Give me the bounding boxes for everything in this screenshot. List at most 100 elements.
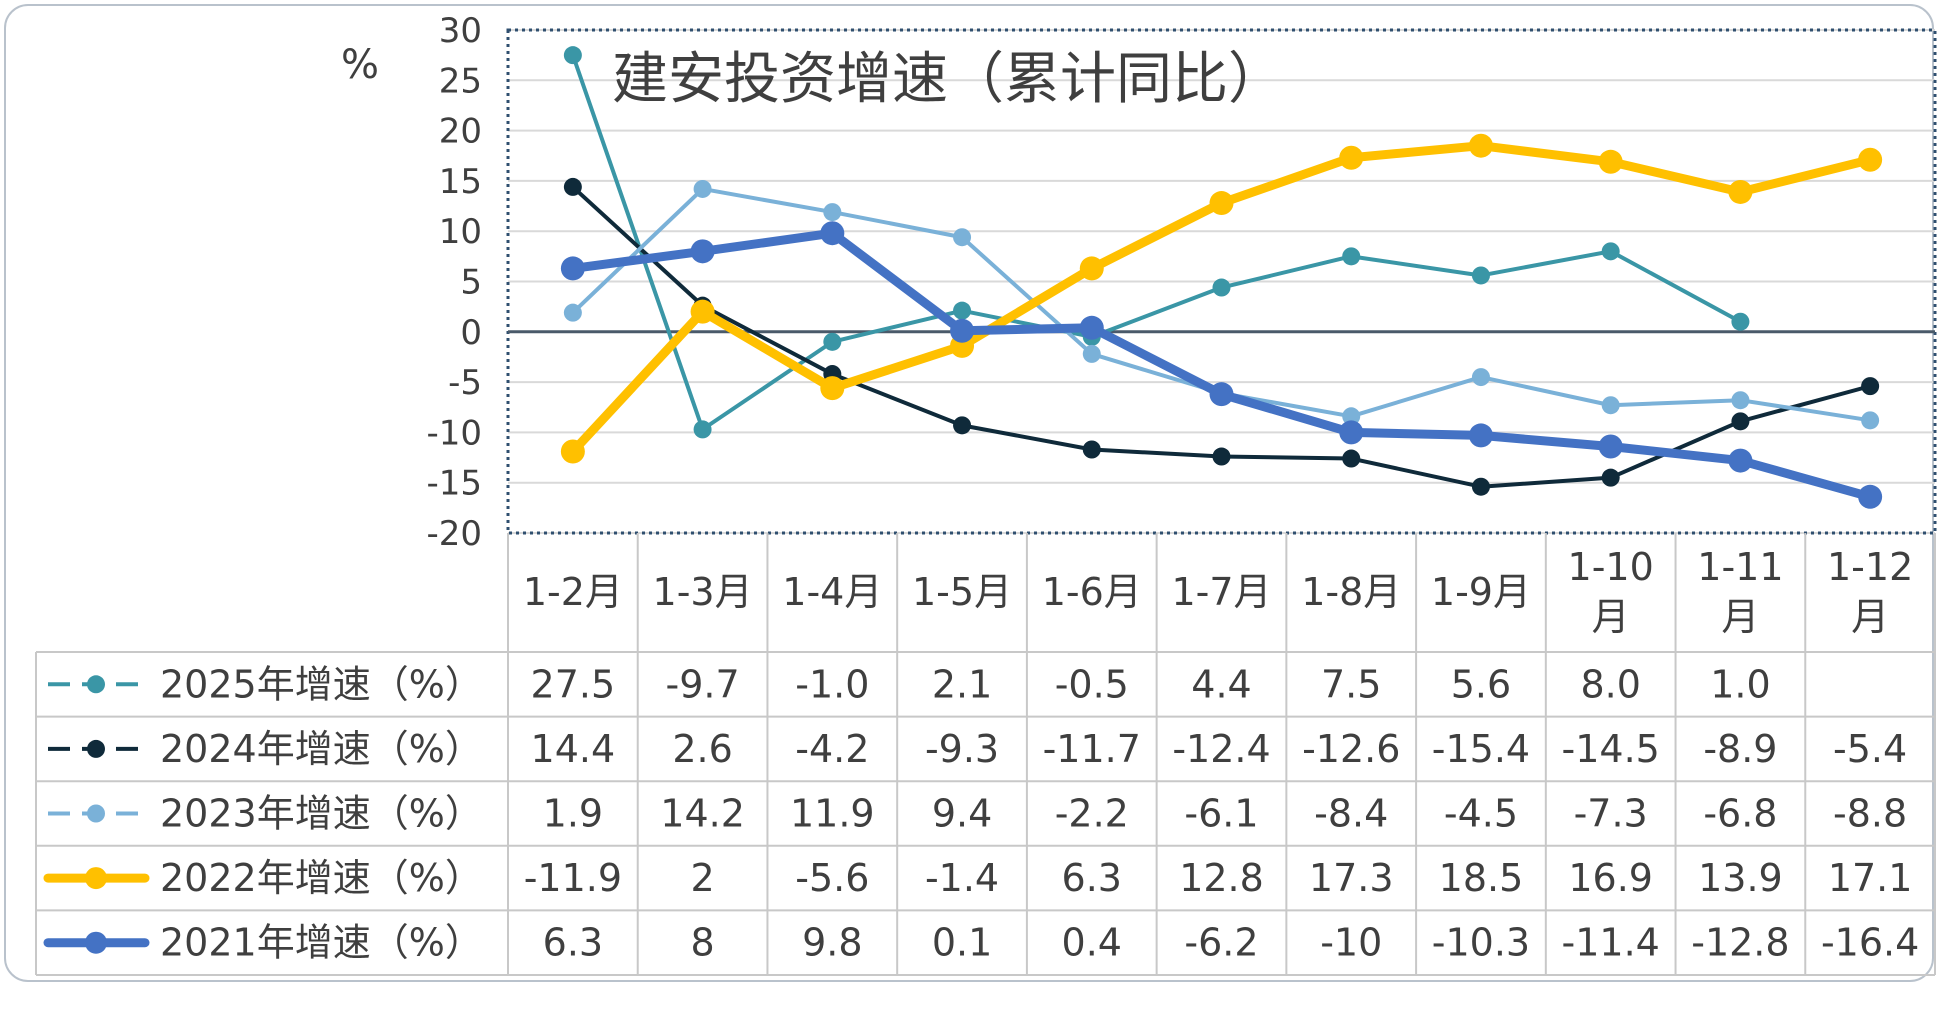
table-cell-value: -15.4: [1432, 727, 1530, 771]
data-point: [1858, 147, 1883, 172]
data-point: [1209, 382, 1234, 407]
table-cell-value: 6.3: [543, 921, 603, 965]
table-cell-value: 12.8: [1179, 856, 1264, 900]
category-label: 1-5月: [912, 570, 1012, 614]
table-cell-value: 4.4: [1191, 662, 1251, 706]
table-cell-value: -6.8: [1703, 792, 1777, 836]
data-point: [953, 228, 972, 247]
table-cell-value: 16.9: [1568, 856, 1653, 900]
y-axis-ticks: 30 25 20 15 10 5 0 -5 -10 -15 -20: [426, 11, 482, 554]
y-tick-label: -20: [426, 514, 482, 554]
data-point: [693, 179, 712, 198]
table-cell-value: -6.2: [1184, 921, 1258, 965]
y-tick-label: 30: [439, 11, 482, 51]
data-table: 1-2月 1-3月 1-4月 1-5月 1-6月 1-7月 1-8月 1-9月 1-10 月 1-1…: [35, 533, 1936, 976]
table-cell-value: -10: [1320, 921, 1382, 965]
data-point: [1601, 242, 1620, 261]
data-point: [1079, 256, 1104, 281]
table-cell-value: 2: [690, 856, 714, 900]
data-point: [690, 239, 715, 264]
table-cell-value: 14.2: [660, 792, 745, 836]
data-point: [1082, 440, 1101, 459]
data-point: [1731, 391, 1750, 410]
data-point: [1731, 412, 1750, 431]
data-point: [1082, 344, 1101, 363]
data-point: [563, 177, 582, 196]
data-point: [693, 420, 712, 439]
table-cell-value: -9.3: [925, 727, 999, 771]
y-tick-label: 20: [439, 112, 482, 152]
data-point: [1209, 191, 1234, 216]
category-label: 1-4月: [782, 570, 882, 614]
data-point: [1728, 448, 1753, 473]
data-point: [1861, 411, 1880, 430]
data-point: [1468, 423, 1493, 448]
table-cell-value: 14.4: [531, 727, 616, 771]
table-cell-value: -12.4: [1172, 727, 1270, 771]
table-cell-value: 0.1: [932, 921, 992, 965]
table-cell-value: -6.1: [1184, 792, 1258, 836]
data-point: [1601, 468, 1620, 487]
table-cell-value: -4.5: [1444, 792, 1518, 836]
data-point: [563, 46, 582, 65]
table-cell-value: -5.4: [1833, 727, 1907, 771]
series-2: [563, 177, 1880, 496]
y-tick-label: -10: [426, 413, 482, 453]
legend-entry: 2022年增速（%）: [43, 856, 483, 900]
table-cell-value: -9.7: [666, 662, 740, 706]
data-point: [1212, 278, 1231, 297]
legend-label: 2024年增速（%）: [160, 727, 483, 771]
series-5: [560, 221, 1883, 509]
table-cell-value: -1.0: [795, 662, 869, 706]
data-point: [1728, 179, 1753, 204]
category-label: 1-9月: [1431, 570, 1531, 614]
legend-entry: 2023年增速（%）: [48, 792, 483, 836]
series-lines: [560, 46, 1883, 509]
data-point: [1471, 368, 1490, 387]
data-point: [1471, 266, 1490, 285]
category-label: 1-2月: [523, 570, 623, 614]
data-point: [1861, 377, 1880, 396]
table-cell-value: -2.2: [1055, 792, 1129, 836]
legend-marker: [87, 739, 105, 758]
table-cell-value: -12.6: [1302, 727, 1400, 771]
series-line: [570, 53, 1743, 432]
y-tick-label: 0: [460, 313, 482, 353]
category-label: 1-10 月: [1568, 545, 1654, 639]
table-cell-value: -0.5: [1055, 662, 1129, 706]
table-cell-value: -11.7: [1043, 727, 1141, 771]
category-label: 1-6月: [1042, 570, 1142, 614]
data-point: [1342, 247, 1361, 266]
legend-entry: 2024年增速（%）: [48, 727, 483, 771]
data-point: [1598, 434, 1623, 459]
data-point: [1468, 133, 1493, 158]
data-point: [1079, 315, 1104, 340]
legend-entry: 2021年增速（%）: [43, 921, 483, 965]
series-4: [560, 133, 1883, 464]
table-cell-value: -1.4: [925, 856, 999, 900]
table-cell-value: 13.9: [1698, 856, 1783, 900]
data-point: [950, 318, 975, 343]
table-cell-value: 8.0: [1580, 662, 1640, 706]
chart-title: 建安投资增速（累计同比）: [612, 47, 1284, 112]
category-label: 1-11 月: [1697, 545, 1783, 639]
category-label: 1-12 月: [1827, 545, 1913, 639]
data-point: [1598, 149, 1623, 174]
table-cell-value: 9.4: [932, 792, 992, 836]
legend-marker: [85, 867, 107, 890]
table-cell-value: 18.5: [1439, 856, 1524, 900]
table-cell-value: 1.9: [543, 792, 603, 836]
table-cell-value: -8.9: [1703, 727, 1777, 771]
legend-marker: [85, 931, 107, 954]
legend-label: 2021年增速（%）: [160, 921, 483, 965]
table-cell-value: -11.9: [524, 856, 622, 900]
category-label: 1-8月: [1301, 570, 1401, 614]
data-point: [953, 301, 972, 320]
data-point: [560, 256, 585, 281]
data-point: [1601, 396, 1620, 415]
table-cell-value: -7.3: [1574, 792, 1648, 836]
data-point: [560, 439, 585, 464]
table-cell-value: -5.6: [795, 856, 869, 900]
table-cell-value: -10.3: [1432, 921, 1530, 965]
